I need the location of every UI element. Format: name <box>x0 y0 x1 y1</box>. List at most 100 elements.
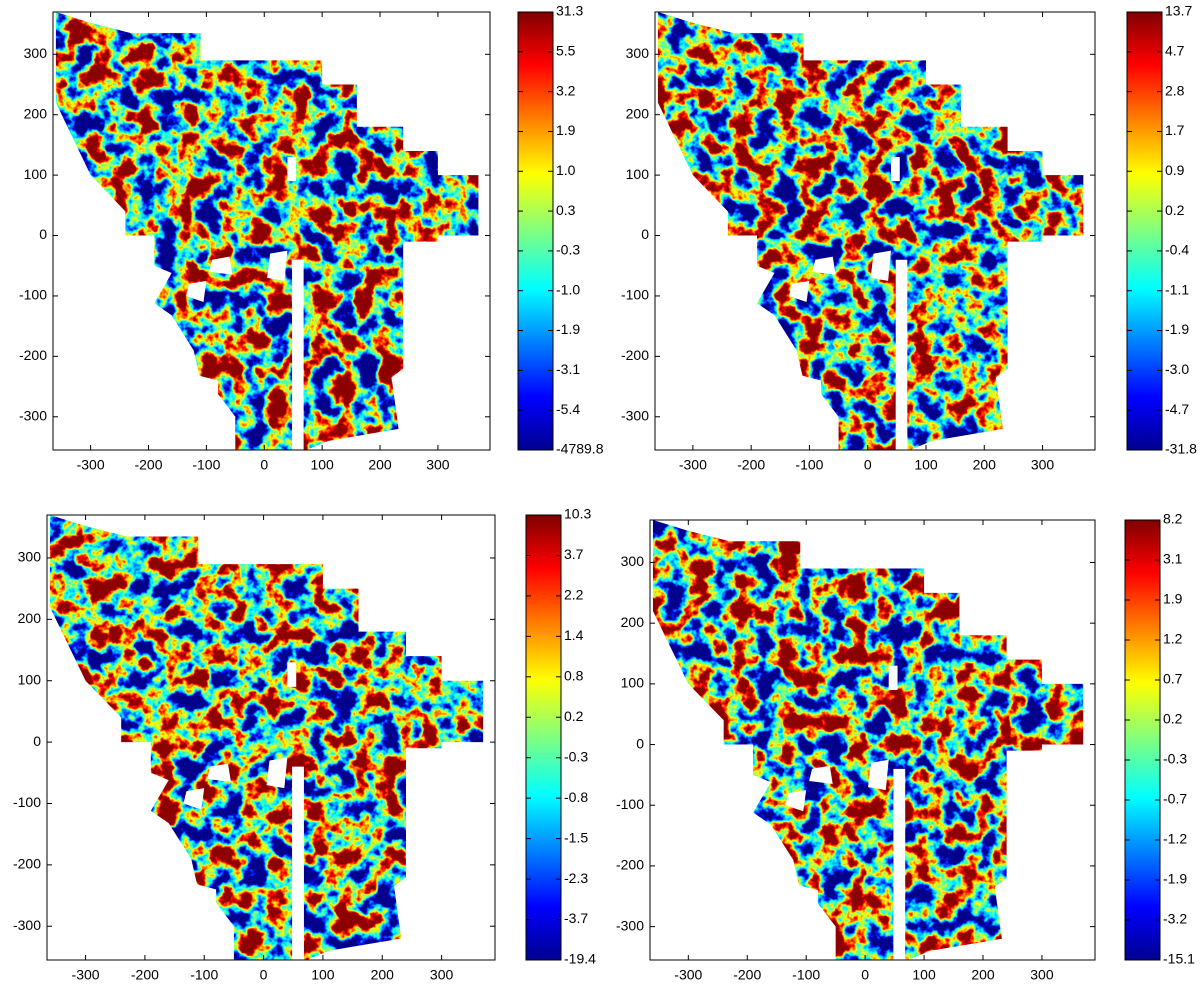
y-tick-label: -200 <box>621 347 649 363</box>
x-tick-label: -200 <box>134 457 162 473</box>
data-gap <box>287 662 297 687</box>
colorbar-tick-label: -0.3 <box>556 242 580 258</box>
y-tick-label: 300 <box>18 549 42 565</box>
data-gap <box>812 256 836 275</box>
x-tick-label: 100 <box>311 967 335 983</box>
x-tick-label: 200 <box>971 967 995 983</box>
colorbar-tick-label: -0.8 <box>564 789 588 805</box>
y-tick-label: 200 <box>18 610 42 626</box>
data-gap <box>266 757 288 789</box>
y-tick-label: 100 <box>626 166 650 182</box>
y-tick-label: 200 <box>621 614 645 630</box>
colorbar-tick-label: -1.2 <box>1163 831 1187 847</box>
x-tick-label: 300 <box>1031 457 1055 473</box>
y-tick-label: 0 <box>39 226 47 242</box>
y-tick-label: -300 <box>621 407 649 423</box>
data-gap <box>287 156 297 182</box>
colorbar-tick-label: 10.3 <box>564 506 591 522</box>
x-tick-label: 300 <box>426 457 450 473</box>
data-gap <box>789 280 810 302</box>
x-tick-label: -300 <box>77 457 105 473</box>
colorbar-tick-label: -19.4 <box>564 951 596 967</box>
colorbar-tick-label: -1.5 <box>564 829 588 845</box>
colorbar-tick-label: -0.3 <box>1163 751 1187 767</box>
x-tick-label: -300 <box>674 967 702 983</box>
x-tick-label: -100 <box>795 457 823 473</box>
x-tick-label: 200 <box>368 457 392 473</box>
colorbar-tick-label: -1.0 <box>556 281 580 297</box>
colorbar-tick-label: -3.2 <box>1163 911 1187 927</box>
colorbar-tick-label: 2.2 <box>564 587 584 603</box>
data-gap <box>209 256 233 275</box>
y-tick-label: 100 <box>24 166 48 182</box>
y-tick-label: -100 <box>621 287 649 303</box>
data-gap <box>868 759 889 791</box>
colorbar-tick-label: -0.3 <box>564 748 588 764</box>
colorbar-tick-label: 1.9 <box>556 122 576 138</box>
x-tick-label: -100 <box>192 457 220 473</box>
colorbar-tick-label: -4789.8 <box>556 441 604 457</box>
x-tick-label: 100 <box>310 457 334 473</box>
colorbar-tick-label: 5.5 <box>556 43 576 59</box>
colorbar-tick-label: -31.8 <box>1165 441 1197 457</box>
colorbar-tick-label: 3.1 <box>1163 551 1183 567</box>
colorbar-tick-label: 0.8 <box>564 668 584 684</box>
colorbar-tick-label: 3.2 <box>556 82 576 98</box>
colorbar-tick-label: 3.7 <box>564 546 584 562</box>
data-gap <box>891 156 900 182</box>
colorbar-tick-label: 4.7 <box>1165 43 1185 59</box>
x-tick-label: 0 <box>864 457 872 473</box>
data-gap <box>183 788 205 810</box>
colorbar-tick-label: 1.9 <box>1163 591 1183 607</box>
y-tick-label: -300 <box>13 917 41 933</box>
colorbar-tick-label: 31.3 <box>556 3 583 19</box>
data-gap <box>895 259 908 454</box>
colorbar-tick-label: -1.9 <box>1163 871 1187 887</box>
colorbar-tick-label: 0.3 <box>556 202 576 218</box>
x-tick-label: 300 <box>1030 967 1054 983</box>
y-tick-label: 0 <box>33 733 41 749</box>
colorbar <box>525 514 562 961</box>
colorbar-tick-label: -2.3 <box>564 870 588 886</box>
colorbar-tick-label: -1.9 <box>556 321 580 337</box>
colorbar-tick-label: -0.4 <box>1165 242 1189 258</box>
colorbar-tick-label: 0.2 <box>564 708 584 724</box>
data-gap <box>292 766 304 964</box>
x-tick-label: -200 <box>737 457 765 473</box>
data-gap <box>870 250 892 281</box>
x-tick-label: -200 <box>733 967 761 983</box>
colorbar-tick-label: 1.0 <box>556 162 576 178</box>
colorbar-tick-label: 0.9 <box>1165 162 1185 178</box>
y-tick-label: 300 <box>621 553 645 569</box>
x-tick-label: 0 <box>260 457 268 473</box>
x-tick-label: -300 <box>679 457 707 473</box>
data-gap <box>207 763 231 782</box>
y-tick-label: -200 <box>616 857 644 873</box>
y-tick-label: -100 <box>13 794 41 810</box>
x-tick-label: 0 <box>260 967 268 983</box>
colorbar-tick-label: 2.8 <box>1165 82 1185 98</box>
data-gap <box>888 665 898 690</box>
x-tick-label: 200 <box>371 967 395 983</box>
x-tick-label: -100 <box>792 967 820 983</box>
y-tick-label: -100 <box>19 287 47 303</box>
y-tick-label: -100 <box>616 796 644 812</box>
plot-frame <box>654 11 1096 451</box>
colorbar <box>1124 519 1161 961</box>
colorbar-tick-label: 0.7 <box>1163 671 1183 687</box>
colorbar-tick-label: -5.4 <box>556 401 580 417</box>
data-gap <box>809 765 833 784</box>
colorbar-tick-label: 13.7 <box>1165 3 1192 19</box>
data-gap <box>186 280 207 302</box>
y-tick-label: 0 <box>641 226 649 242</box>
y-tick-label: -300 <box>616 917 644 933</box>
colorbar <box>517 11 554 451</box>
colorbar-tick-label: 1.7 <box>1165 122 1185 138</box>
x-tick-label: 0 <box>861 967 869 983</box>
colorbar-tick-label: 8.2 <box>1163 511 1183 527</box>
colorbar-tick-label: -4.7 <box>1165 401 1189 417</box>
x-tick-label: -200 <box>131 967 159 983</box>
y-tick-label: 0 <box>636 735 644 751</box>
